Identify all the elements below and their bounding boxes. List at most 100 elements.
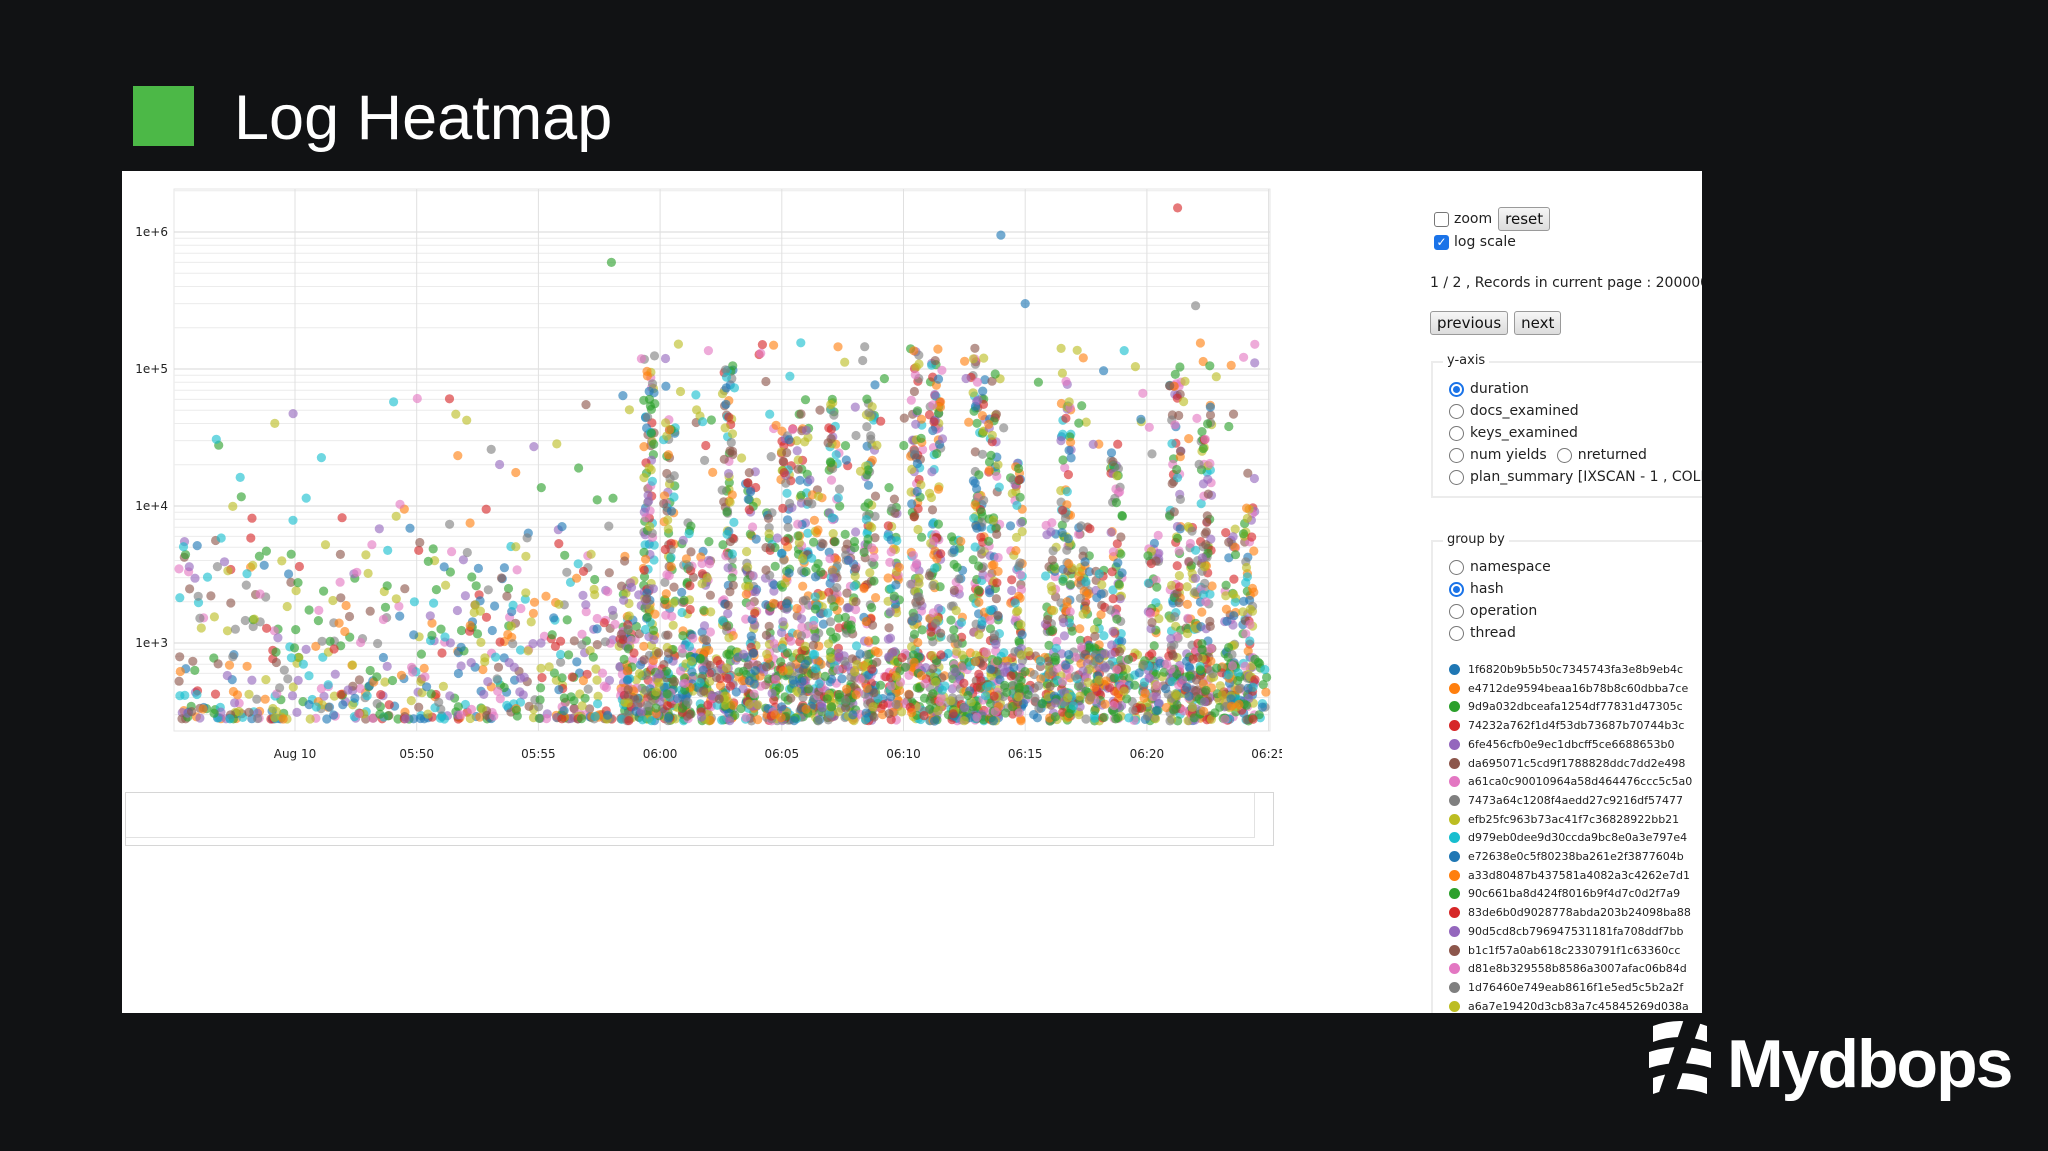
time-brush-area[interactable] [125, 792, 1274, 846]
scatter-point [764, 674, 774, 684]
hash-legend-item[interactable]: 6fe456cfb0e9ec1dbcff5ce6688653b0 [1449, 738, 1675, 751]
scatter-point [1212, 663, 1222, 673]
scatter-point [1249, 473, 1259, 484]
scatter-point [897, 707, 907, 717]
time-brush-track[interactable] [126, 793, 1255, 838]
plan-summary-radio[interactable] [1449, 469, 1464, 485]
hash-legend-item[interactable]: 1f6820b9b5b50c7345743fa3e8b9eb4c [1449, 663, 1683, 676]
operation-radio[interactable] [1449, 603, 1464, 619]
scatter-point [569, 696, 579, 706]
x-tick-label: 06:25 [1251, 747, 1282, 761]
group-by-option-namespace[interactable]: namespace [1449, 559, 1551, 575]
scatter-point [1190, 573, 1201, 583]
hash-legend-item[interactable]: d81e8b329558b8586a3007afac06b84d [1449, 962, 1687, 975]
hash-legend-item[interactable]: 1d76460e749eab8616f1e5ed5c5b2a2f [1449, 981, 1683, 994]
scatter-point [219, 557, 230, 567]
group-by-option-hash[interactable]: hash [1449, 581, 1504, 597]
scatter-point [826, 434, 836, 444]
log-scale-checkbox[interactable]: ✓ [1434, 234, 1449, 250]
scatter-point [1088, 439, 1098, 449]
scatter-point [1078, 353, 1088, 363]
hash-legend-item[interactable]: e72638e0c5f80238ba261e2f3877604b [1449, 850, 1684, 863]
scatter-point [654, 669, 665, 679]
scatter-point [1199, 697, 1210, 707]
scatter-point [216, 707, 226, 717]
scatter-point [1074, 710, 1084, 720]
scatter-point [554, 599, 564, 609]
namespace-radio[interactable] [1449, 559, 1464, 575]
hash-legend-item[interactable]: da695071c5cd9f1788828ddc7dd2e498 [1449, 757, 1685, 770]
hash-legend-item[interactable]: b1c1f57a0ab618c2330791f1c63360cc [1449, 944, 1680, 957]
group-by-option-operation[interactable]: operation [1449, 603, 1537, 619]
scatter-point [305, 714, 315, 724]
hash-legend-item[interactable]: 7473a64c1208f4aedd27c9216df57477 [1449, 794, 1683, 807]
keys-examined-radio[interactable] [1449, 425, 1464, 441]
hash-legend-item[interactable]: a61ca0c90010964a58d464476ccc5c5a0 [1449, 775, 1692, 788]
scatter-point [1184, 434, 1194, 444]
scatter-point [522, 533, 532, 543]
hash-legend-item[interactable]: a33d80487b437581a4082a3c4262e7d1 [1449, 869, 1690, 882]
previous-button[interactable]: previous [1430, 311, 1509, 335]
scatter-point [378, 614, 388, 625]
scatter-point [599, 618, 609, 628]
nreturned-radio[interactable] [1556, 447, 1572, 463]
hash-legend-item[interactable]: efb25fc963b73ac41f7c36828922bb21 [1449, 813, 1679, 826]
scatter-point [1013, 606, 1023, 616]
scatter-point [255, 589, 265, 599]
scatter-point [1037, 699, 1047, 709]
legend-color-dot [1449, 757, 1460, 769]
scatter-point [503, 629, 513, 640]
group-by-option-thread[interactable]: thread [1449, 625, 1516, 641]
num-yields-radio[interactable] [1449, 447, 1464, 463]
scatter-point [1182, 599, 1192, 609]
hash-legend-item[interactable]: 90d5cd8cb796947531181fa708ddf7bb [1449, 925, 1683, 938]
scatter-point [875, 680, 886, 690]
y-axis-option-num-yields[interactable]: num yields nreturned [1449, 447, 1647, 463]
hash-legend-item[interactable]: 74232a762f1d4f53db73687b70744b3c [1449, 719, 1684, 732]
scatter-chart[interactable]: 1e+6 1e+5 1e+4 1e+3 Aug 10 05:50 05:55 06:00 06:… [122, 171, 1282, 791]
scatter-point [840, 612, 851, 622]
scatter-point [712, 673, 722, 683]
scatter-point [378, 652, 388, 663]
y-axis-option-docs-examined[interactable]: docs_examined [1449, 403, 1579, 419]
scatter-point [444, 394, 455, 404]
next-button[interactable]: next [1514, 311, 1562, 335]
y-axis-option-plan-summary[interactable]: plan_summary [IXSCAN - 1 , COLLSCAN - 2] [1449, 469, 1702, 485]
legend-color-dot [1449, 869, 1460, 881]
zoom-checkbox[interactable] [1434, 211, 1449, 227]
y-axis-option-duration[interactable]: duration [1449, 381, 1529, 397]
scatter-point [639, 641, 649, 651]
scatter-point [384, 700, 394, 710]
reset-button[interactable]: reset [1498, 207, 1551, 231]
scatter-point [425, 611, 435, 621]
docs-examined-radio[interactable] [1449, 403, 1464, 419]
scatter-point [288, 682, 298, 692]
hash-legend-item[interactable]: e4712de9594beaa16b78b8c60dbba7ce [1449, 682, 1688, 695]
y-axis-option-keys-examined[interactable]: keys_examined [1449, 425, 1578, 441]
hash-legend-item[interactable]: 90c661ba8d424f8016b9f4d7c0d2f7a9 [1449, 887, 1680, 900]
hash-legend-item[interactable]: 83de6b0d9028778abda203b24098ba88 [1449, 906, 1691, 919]
scatter-point [840, 357, 850, 367]
scatter-point [714, 694, 724, 704]
scatter-point [959, 703, 970, 713]
scatter-point [1151, 575, 1161, 585]
scatter-point [913, 524, 923, 535]
scatter-point [777, 628, 787, 638]
hash-radio[interactable] [1449, 581, 1464, 597]
scatter-point [729, 383, 740, 393]
hash-legend-item[interactable]: d979eb0dee9d30ccda9bc8e0a3e797e4 [1449, 831, 1687, 844]
scatter-point [1064, 559, 1074, 569]
scatter-point [803, 684, 814, 694]
scatter-point [810, 592, 820, 602]
duration-radio[interactable] [1449, 381, 1464, 397]
scatter-point [175, 652, 185, 662]
scatter-point [649, 351, 660, 361]
scatter-point [1066, 437, 1076, 447]
scatter-point [581, 607, 591, 617]
legend-color-dot [1449, 1000, 1460, 1012]
scatter-point [1046, 527, 1056, 537]
scatter-point [539, 631, 549, 641]
hash-legend-item[interactable]: 9d9a032dbceafa1254df77831d47305c [1449, 700, 1683, 713]
hash-legend-item[interactable]: a6a7e19420d3cb83a7c45845269d038a [1449, 1000, 1689, 1013]
thread-radio[interactable] [1449, 625, 1464, 641]
